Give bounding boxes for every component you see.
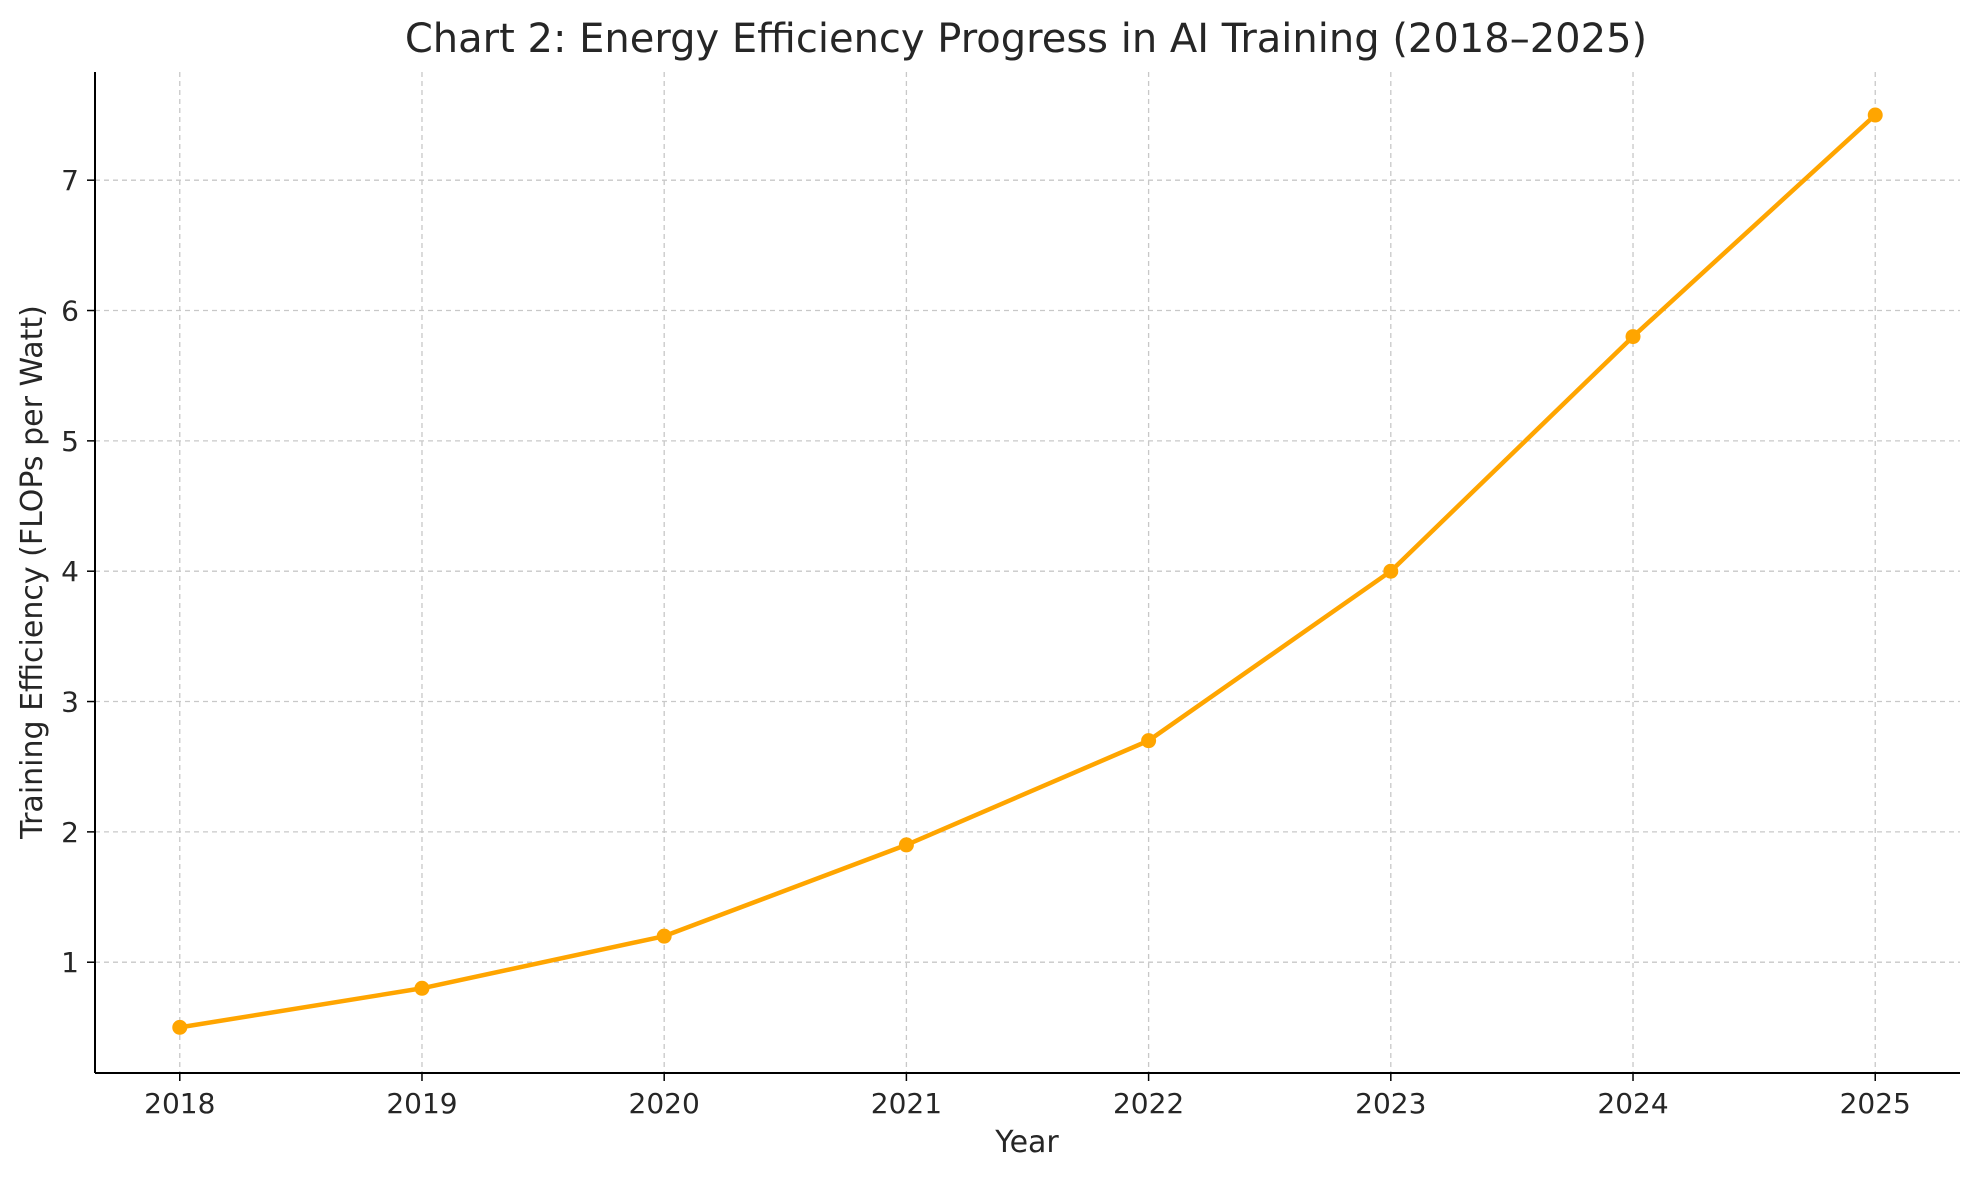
y-tick-label: 2 xyxy=(61,816,79,849)
x-tick-label: 2024 xyxy=(1597,1087,1668,1120)
y-tick-label: 4 xyxy=(61,555,79,588)
y-ticks: 1 2 3 4 5 6 7 xyxy=(61,164,95,979)
y-tick-label: 6 xyxy=(61,295,79,328)
data-point xyxy=(1141,733,1157,749)
series-line xyxy=(179,113,1877,1030)
y-tick-label: 7 xyxy=(61,164,79,197)
data-point xyxy=(1625,329,1641,345)
grid xyxy=(95,72,1960,1073)
data-point xyxy=(414,980,430,996)
x-tick-label: 2021 xyxy=(871,1087,942,1120)
x-axis-label: Year xyxy=(994,1125,1059,1160)
axes xyxy=(94,72,1960,1074)
x-tick-label: 2020 xyxy=(629,1087,700,1120)
y-tick-label: 5 xyxy=(61,425,79,458)
chart-title: Chart 2: Energy Efficiency Progress in A… xyxy=(405,16,1647,62)
data-point xyxy=(898,837,914,853)
data-point xyxy=(1867,107,1883,123)
x-tick-label: 2022 xyxy=(1113,1087,1184,1120)
data-point xyxy=(1383,563,1399,579)
y-axis-label: Training Efficiency (FLOPs per Watt) xyxy=(15,305,50,840)
y-tick-label: 3 xyxy=(61,686,79,719)
x-tick-label: 2019 xyxy=(386,1087,457,1120)
data-point xyxy=(172,1019,188,1035)
x-tick-label: 2018 xyxy=(144,1087,215,1120)
x-tick-label: 2023 xyxy=(1355,1087,1426,1120)
series xyxy=(172,107,1883,1035)
x-ticks: 2018 2019 2020 2021 2022 2023 2024 2025 xyxy=(144,1073,1911,1120)
data-point xyxy=(656,928,672,944)
y-tick-label: 1 xyxy=(61,946,79,979)
x-tick-label: 2025 xyxy=(1840,1087,1911,1120)
